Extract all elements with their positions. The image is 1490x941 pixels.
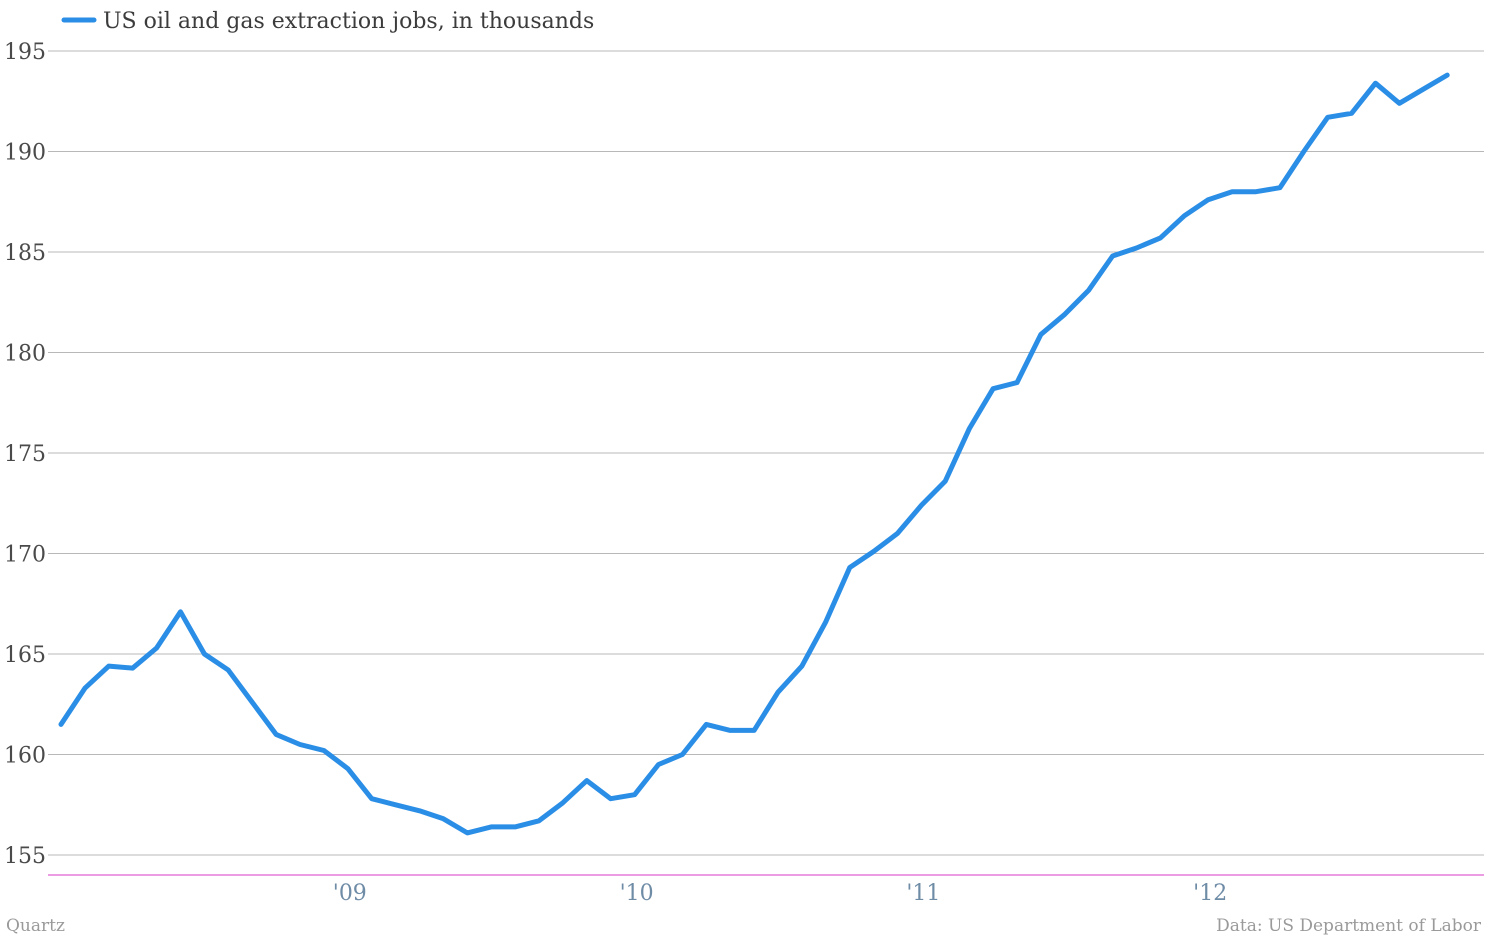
y-tick-label: 180 <box>4 342 46 367</box>
y-tick-label: 160 <box>4 744 46 769</box>
series-line-oil-gas-jobs <box>58 72 1450 836</box>
y-tick-label: 185 <box>4 241 46 266</box>
y-tick-label: 190 <box>4 141 46 166</box>
x-tick-label: '10 <box>620 881 654 906</box>
y-tick-label: 170 <box>4 543 46 568</box>
x-tick-label: '12 <box>1193 881 1227 906</box>
source-left: Quartz <box>6 916 65 936</box>
x-tick-label: '11 <box>906 881 940 906</box>
y-tick-label: 175 <box>4 442 46 467</box>
legend: US oil and gas extraction jobs, in thous… <box>61 9 594 34</box>
y-tick-label: 155 <box>4 844 46 869</box>
legend-label: US oil and gas extraction jobs, in thous… <box>103 9 594 34</box>
x-tick-label: '09 <box>333 881 367 906</box>
y-tick-label: 165 <box>4 643 46 668</box>
y-gridlines <box>48 50 1484 856</box>
y-tick-label: 195 <box>4 40 46 65</box>
source-right: Data: US Department of Labor <box>1216 916 1482 936</box>
y-tick-labels: 155 160 165 170 175 180 185 190 195 <box>4 40 46 869</box>
x-tick-labels: '09 '10 '11 '12 <box>333 881 1227 906</box>
